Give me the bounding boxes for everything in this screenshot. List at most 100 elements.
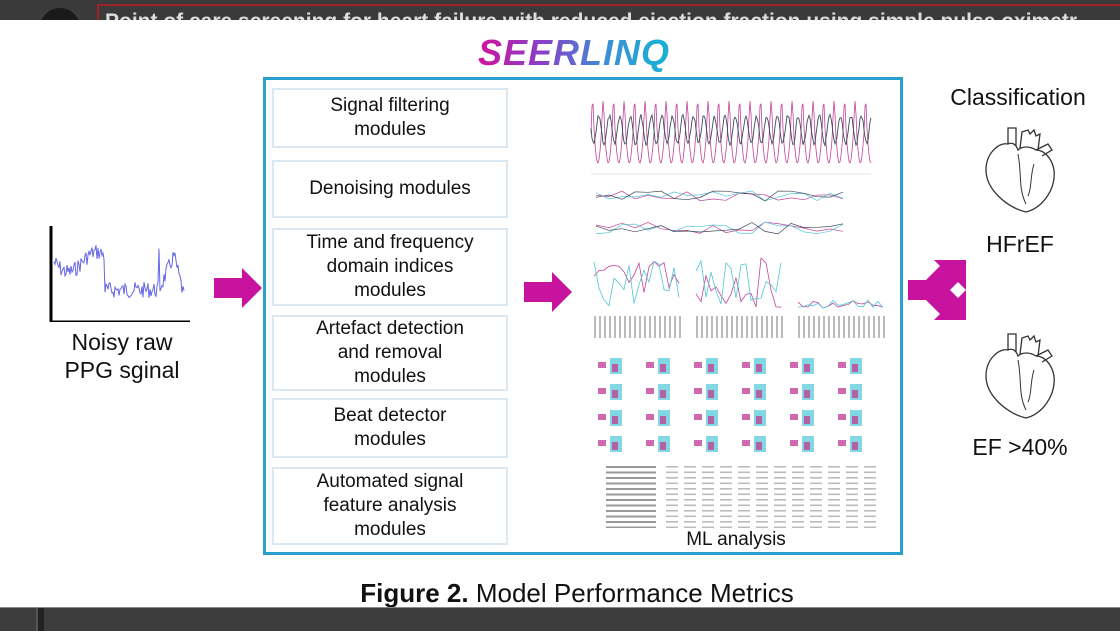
table-cell xyxy=(756,526,768,528)
arrow-right-icon xyxy=(524,272,572,312)
arrow-right-icon xyxy=(214,268,262,308)
table-cell xyxy=(792,493,804,496)
table-cell xyxy=(606,466,656,468)
table-cell xyxy=(828,510,840,512)
processing-pipeline-frame: Signal filtering modules Denoising modul… xyxy=(263,77,903,555)
table-cell xyxy=(702,510,714,512)
table-cell xyxy=(666,466,678,468)
boxplot-box xyxy=(804,364,810,372)
class-ef-above-40: EF >40% xyxy=(972,434,1068,460)
tick-label xyxy=(868,316,870,338)
table-cell xyxy=(774,526,786,528)
tick-label xyxy=(843,316,845,338)
table-cell xyxy=(828,526,840,528)
tick-label xyxy=(644,316,646,338)
patient-series xyxy=(695,257,782,308)
tick-label xyxy=(599,316,601,338)
resize-handle[interactable] xyxy=(36,608,44,631)
boxplot-box xyxy=(742,388,750,394)
table-cell xyxy=(738,493,750,496)
patient-series xyxy=(797,299,884,309)
table-cell xyxy=(720,504,732,507)
table-cell xyxy=(720,499,732,501)
tick-label xyxy=(716,316,718,338)
table-cell xyxy=(738,499,750,501)
table-cell xyxy=(684,504,696,507)
boxplot-box xyxy=(838,388,846,394)
table-cell xyxy=(738,521,750,523)
table-cell xyxy=(702,493,714,496)
tick-label xyxy=(624,316,626,338)
boxplot-box xyxy=(742,362,750,368)
table-cell xyxy=(810,515,822,518)
table-cell xyxy=(702,526,714,528)
table-cell xyxy=(864,515,876,518)
table-cell xyxy=(792,510,804,512)
table-cell xyxy=(846,521,858,523)
table-cell xyxy=(702,521,714,523)
boxplot-box xyxy=(660,442,666,450)
table-cell xyxy=(792,526,804,528)
ml-analysis-figures xyxy=(590,101,885,528)
table-cell xyxy=(666,515,678,518)
split-arrow-icon xyxy=(908,260,966,320)
table-cell xyxy=(846,488,858,490)
tick-label xyxy=(833,316,835,338)
table-cell xyxy=(810,493,822,496)
table-cell xyxy=(846,510,858,512)
tick-label xyxy=(649,316,651,338)
boxplot-box xyxy=(612,416,618,424)
table-cell xyxy=(828,482,840,485)
boxplot-box xyxy=(838,362,846,368)
boxplot-box xyxy=(694,440,702,446)
boxplot-box xyxy=(756,416,762,424)
table-cell xyxy=(864,510,876,512)
table-cell xyxy=(738,510,750,512)
table-cell xyxy=(774,521,786,523)
table-cell xyxy=(792,515,804,518)
table-cell xyxy=(684,493,696,496)
table-cell xyxy=(774,510,786,512)
top-bar: Point of care screening for heart failur… xyxy=(0,0,1120,48)
table-cell xyxy=(606,493,656,496)
table-cell xyxy=(864,482,876,485)
boxplot-box xyxy=(598,362,606,368)
tick-label xyxy=(669,316,671,338)
boxplot-box xyxy=(756,364,762,372)
table-cell xyxy=(684,521,696,523)
figure-caption: Figure 2. Model Performance Metrics xyxy=(0,578,1120,609)
patient-series xyxy=(797,300,884,309)
waveform-series xyxy=(590,113,872,148)
table-cell xyxy=(684,515,696,518)
table-cell xyxy=(864,499,876,501)
table-cell xyxy=(792,521,804,523)
table-cell xyxy=(684,466,696,468)
noisy-ppg-signal-plot xyxy=(49,226,190,322)
table-cell xyxy=(828,515,840,518)
table-cell xyxy=(606,521,656,523)
table-cell xyxy=(846,493,858,496)
table-cell xyxy=(606,482,656,485)
tick-label xyxy=(594,316,596,338)
table-cell xyxy=(846,482,858,485)
boxplot-box xyxy=(646,388,654,394)
tick-label xyxy=(746,316,748,338)
metric-series xyxy=(595,221,844,234)
table-cell xyxy=(828,466,840,468)
metric-series xyxy=(595,222,844,235)
table-cell xyxy=(810,526,822,528)
table-cell xyxy=(774,466,786,468)
table-cell xyxy=(756,493,768,496)
tick-label xyxy=(858,316,860,338)
tick-label xyxy=(639,316,641,338)
table-cell xyxy=(810,510,822,512)
boxplot-box xyxy=(852,390,858,398)
table-cell xyxy=(774,493,786,496)
tick-label xyxy=(813,316,815,338)
table-cell xyxy=(864,466,876,468)
tick-label xyxy=(609,316,611,338)
table-cell xyxy=(864,493,876,496)
table-cell xyxy=(828,488,840,490)
tick-label xyxy=(883,316,885,338)
table-cell xyxy=(666,521,678,523)
